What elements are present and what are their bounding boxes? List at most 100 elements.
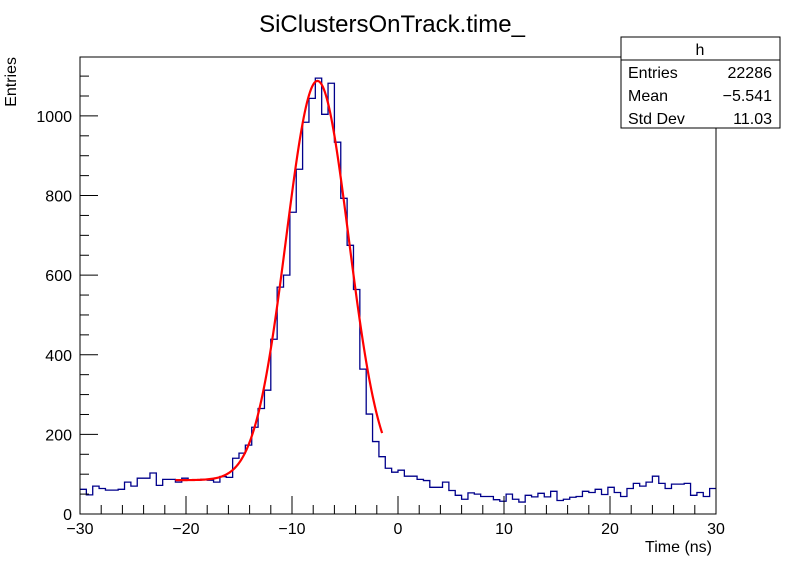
y-tick-label: 200: [45, 427, 72, 444]
histogram-bin: [474, 494, 480, 514]
x-tick-label: 0: [394, 521, 403, 538]
histogram-bin: [525, 495, 531, 514]
histogram-bin: [163, 479, 169, 514]
y-tick-label: 600: [45, 268, 72, 285]
histogram-bin: [303, 122, 309, 514]
y-tick-label: 1000: [36, 109, 72, 126]
histogram-bin: [602, 494, 608, 514]
histogram-bin: [582, 491, 588, 514]
histogram-bin: [595, 489, 601, 514]
histogram-bin: [627, 489, 633, 514]
histogram-bin: [557, 500, 563, 514]
histogram-bin: [328, 83, 334, 514]
histogram-bin: [118, 489, 124, 514]
histogram-bin: [608, 487, 614, 514]
histogram-bin: [512, 499, 518, 514]
histogram-bin: [144, 478, 150, 514]
x-tick-label: −10: [278, 521, 305, 538]
histogram-bin: [271, 339, 277, 514]
histogram-bin: [417, 479, 423, 514]
histogram-bin: [86, 495, 92, 514]
histogram-bin: [220, 477, 226, 514]
histogram-bin: [430, 487, 436, 514]
histogram-bin: [443, 482, 449, 514]
histogram-bin: [710, 489, 716, 514]
histogram-bin: [347, 245, 353, 514]
histogram-bin: [563, 499, 569, 514]
histogram-bin: [366, 414, 372, 514]
stats-entries-label: Entries: [628, 65, 678, 82]
stats-mean-label: Mean: [628, 88, 668, 105]
histogram-bin: [551, 491, 557, 514]
x-tick-label: −20: [172, 521, 199, 538]
histogram-bin: [175, 482, 181, 514]
histogram-bin: [201, 479, 207, 514]
histogram-bin: [137, 478, 143, 514]
stats-entries-value: 22286: [728, 65, 773, 82]
stats-stddev-label: Std Dev: [628, 111, 685, 128]
stats-stddev-value: 11.03: [733, 111, 772, 128]
histogram-bin: [423, 481, 429, 514]
histogram-bin: [360, 369, 366, 514]
histogram-bin: [207, 480, 213, 514]
histogram-bin: [284, 275, 290, 514]
histogram-bin: [277, 287, 283, 514]
histogram-bin: [691, 495, 697, 514]
y-tick-label: 800: [45, 189, 72, 206]
histogram-bin: [334, 142, 340, 514]
histogram-bin: [646, 482, 652, 514]
histogram-bin: [640, 486, 646, 514]
histogram-bin: [449, 491, 455, 514]
histogram-bin: [322, 114, 328, 514]
histogram-bin: [544, 497, 550, 514]
histogram-bin: [614, 493, 620, 514]
histogram-bin: [493, 500, 499, 514]
histogram-bin: [214, 482, 220, 514]
histogram-bin: [468, 493, 474, 514]
histogram-bin: [576, 496, 582, 514]
histogram-bin: [296, 169, 302, 514]
histogram-bin: [500, 501, 506, 514]
histogram-bin: [398, 470, 404, 514]
histogram-bin: [481, 496, 487, 514]
histogram-bin: [194, 480, 200, 514]
histogram-bin: [315, 78, 321, 514]
histogram-bin: [506, 494, 512, 514]
fit-curve: [175, 79, 384, 482]
stats-title: h: [696, 42, 705, 59]
histogram-bin: [309, 98, 315, 514]
histogram-bin: [385, 468, 391, 514]
histogram-bin: [436, 487, 442, 514]
histogram-bin: [659, 483, 665, 514]
histogram-bin: [392, 472, 398, 514]
histogram-bin: [373, 442, 379, 514]
histogram-bin: [258, 409, 264, 514]
histogram-bin: [538, 493, 544, 514]
x-tick-label: 10: [495, 521, 513, 538]
histogram-bin: [462, 499, 468, 514]
histogram-bin: [379, 457, 385, 514]
histogram-bin: [264, 390, 270, 514]
histogram-bin: [252, 427, 258, 514]
histogram-bin: [93, 486, 99, 514]
histogram-bin: [487, 496, 493, 514]
histogram-bin: [150, 473, 156, 514]
histogram-line: [80, 77, 716, 503]
histogram-bin: [353, 289, 359, 514]
histogram-bin: [570, 497, 576, 514]
x-tick-label: 30: [707, 521, 725, 538]
histogram-bin: [99, 489, 105, 514]
histogram-bin: [633, 483, 639, 514]
histogram-bin: [519, 502, 525, 514]
histogram-bin: [226, 477, 232, 514]
histogram-bin: [290, 212, 296, 514]
histogram-bin: [188, 480, 194, 514]
y-tick-label: 0: [63, 507, 72, 524]
histogram-bin: [182, 478, 188, 514]
y-tick-label: 400: [45, 348, 72, 365]
histogram-bin: [703, 496, 709, 514]
histogram-bin: [80, 489, 86, 514]
histogram-bin: [245, 445, 251, 514]
histogram-bin: [678, 484, 684, 514]
